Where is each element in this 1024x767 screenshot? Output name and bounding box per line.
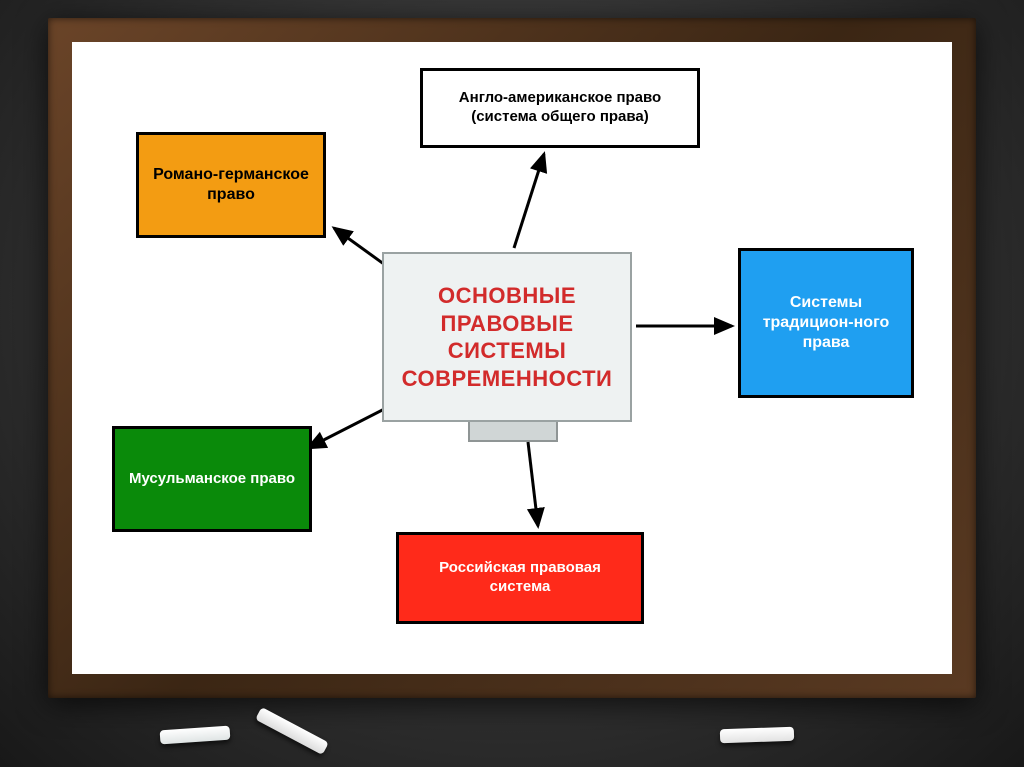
center-label: ОСНОВНЫЕ ПРАВОВЫЕ СИСТЕМЫ СОВРЕМЕННОСТИ bbox=[394, 282, 620, 392]
center-node: ОСНОВНЫЕ ПРАВОВЫЕ СИСТЕМЫ СОВРЕМЕННОСТИ bbox=[382, 252, 632, 422]
edge-center-russian bbox=[528, 442, 538, 526]
node-label: Российская правовая система bbox=[409, 559, 631, 597]
node-russian: Российская правовая система bbox=[396, 532, 644, 624]
wooden-frame: ОСНОВНЫЕ ПРАВОВЫЕ СИСТЕМЫ СОВРЕМЕННОСТИ … bbox=[48, 18, 976, 698]
chalk-piece bbox=[255, 707, 329, 755]
node-muslim: Мусульманское право bbox=[112, 426, 312, 532]
chalk-piece bbox=[160, 726, 231, 745]
blackboard-backdrop: ОСНОВНЫЕ ПРАВОВЫЕ СИСТЕМЫ СОВРЕМЕННОСТИ … bbox=[0, 0, 1024, 767]
node-label: Англо-американское право (система общего… bbox=[433, 89, 687, 127]
chalk-piece bbox=[720, 727, 794, 744]
node-anglo: Англо-американское право (система общего… bbox=[420, 68, 700, 148]
node-romano: Романо-германское право bbox=[136, 132, 326, 238]
node-label: Системы традицион-ного права bbox=[751, 293, 901, 353]
node-label: Мусульманское право bbox=[129, 470, 295, 489]
node-label: Романо-германское право bbox=[149, 165, 313, 205]
slide-canvas: ОСНОВНЫЕ ПРАВОВЫЕ СИСТЕМЫ СОВРЕМЕННОСТИ … bbox=[72, 42, 952, 674]
node-traditional: Системы традицион-ного права bbox=[738, 248, 914, 398]
edge-center-anglo bbox=[514, 154, 544, 248]
